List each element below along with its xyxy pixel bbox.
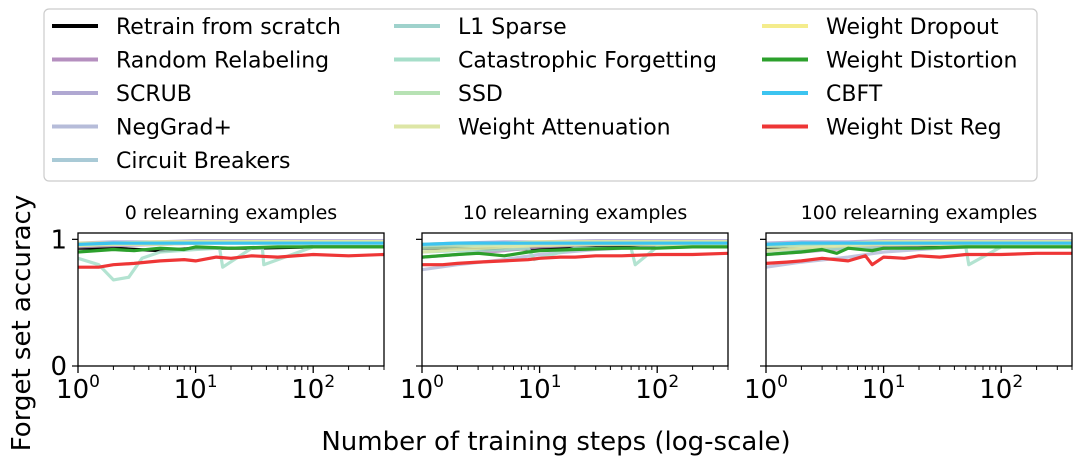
- legend-label: SSD: [458, 82, 503, 107]
- x-tick-label: 102: [635, 372, 679, 405]
- series-line-weight-dist-reg: [78, 252, 384, 269]
- legend-label: Weight Dropout: [826, 15, 999, 40]
- series-line-weight-distortion: [422, 245, 728, 259]
- x-tick-label: 101: [518, 372, 562, 405]
- x-tick-label: 102: [291, 372, 335, 405]
- legend-item-neggrad: NegGrad+: [52, 116, 232, 141]
- legend-label: CBFT: [826, 82, 883, 107]
- legend-label: SCRUB: [116, 82, 192, 107]
- panel-title: 0 relearning examples: [125, 202, 337, 224]
- legend-item-retrain-from-scratch: Retrain from scratch: [52, 15, 341, 40]
- x-tick-label: 102: [979, 372, 1023, 405]
- legend-label: Circuit Breakers: [116, 149, 290, 174]
- legend-label: NegGrad+: [116, 116, 232, 141]
- y-tick-label: 1: [50, 225, 67, 255]
- legend-label: L1 Sparse: [458, 15, 567, 40]
- legend-item-weight-attenuation: Weight Attenuation: [394, 116, 671, 141]
- x-tick-label: 101: [174, 372, 218, 405]
- x-tick-label: 100: [744, 372, 788, 405]
- x-axis-label: Number of training steps (log-scale): [321, 427, 790, 457]
- legend-label: Retrain from scratch: [116, 15, 341, 40]
- legend-item-weight-distortion: Weight Distortion: [762, 49, 1017, 74]
- series-line-cbft: [78, 241, 384, 246]
- legend-item-scrub: SCRUB: [52, 82, 192, 107]
- panel-title: 100 relearning examples: [801, 202, 1038, 224]
- legend-label: Weight Attenuation: [458, 116, 671, 141]
- series-line-weight-distortion: [766, 245, 1072, 257]
- series-group: [78, 239, 384, 282]
- legend-frame: [43, 8, 1038, 182]
- plot-frame: [77, 232, 385, 367]
- legend-item-ssd: SSD: [394, 82, 503, 107]
- legend-label: Weight Distortion: [826, 49, 1017, 74]
- series-line-weight-dist-reg: [766, 251, 1072, 267]
- legend-item-circuit-breakers: Circuit Breakers: [52, 149, 290, 174]
- series-line-weight-dist-reg: [422, 251, 728, 267]
- series-group: [766, 239, 1072, 269]
- legend-item-catastrophic-forgetting: Catastrophic Forgetting: [394, 49, 717, 74]
- x-tick-label: 100: [400, 372, 444, 405]
- series-line-cbft: [766, 241, 1072, 246]
- y-tick-label: 0: [50, 352, 67, 382]
- panel-title: 10 relearning examples: [463, 202, 688, 224]
- legend-label: Weight Dist Reg: [826, 116, 1002, 141]
- legend-item-cbft: CBFT: [762, 82, 883, 107]
- legend: Retrain from scratch Random Relabeling SCR…: [43, 8, 1038, 182]
- series-group: [422, 239, 728, 272]
- legend-item-random-relabeling: Random Relabeling: [52, 49, 329, 74]
- panel-2: 10 relearning examples 100 101 102: [400, 202, 729, 405]
- legend-label: Catastrophic Forgetting: [458, 49, 717, 74]
- panel-3: 100 relearning examples 100 101 102: [744, 202, 1073, 405]
- series-line-weight-distortion: [78, 245, 384, 254]
- x-tick-label: 100: [56, 372, 100, 405]
- legend-item-l1-sparse: L1 Sparse: [394, 15, 567, 40]
- legend-item-weight-dropout: Weight Dropout: [762, 15, 999, 40]
- series-line-cbft: [422, 241, 728, 246]
- legend-label: Random Relabeling: [116, 49, 329, 74]
- legend-item-weight-dist-reg: Weight Dist Reg: [762, 116, 1002, 141]
- x-tick-label: 101: [862, 372, 906, 405]
- y-axis-label: Forget set accuracy: [7, 195, 37, 451]
